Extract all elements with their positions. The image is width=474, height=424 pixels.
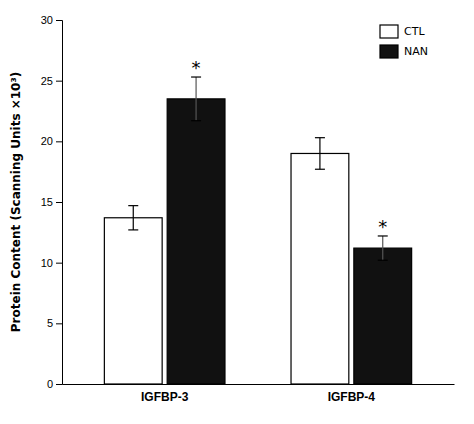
error-bar (378, 236, 388, 260)
error-bar (315, 138, 325, 170)
annotations: ** (192, 57, 388, 237)
y-tick-label: 0 (47, 378, 53, 390)
y-tick: 30 (41, 14, 62, 26)
y-tick-mark (56, 323, 62, 324)
x-tick-label: IGFBP-3 (141, 390, 189, 404)
annotation: * (378, 216, 387, 237)
legend-label: NAN (404, 45, 428, 58)
y-axis: 0 5 10 15 20 25 30 (41, 14, 63, 390)
error-cap (378, 260, 388, 261)
annotation: * (192, 57, 201, 78)
series (104, 138, 348, 384)
y-tick: 10 (41, 257, 62, 269)
chart: **051015202530IGFBP-3IGFBP-4CTLNANProtei… (0, 0, 474, 424)
plot: **051015202530IGFBP-3IGFBP-4CTLNAN (41, 14, 455, 404)
y-tick-label: 25 (41, 75, 53, 87)
error-cap (128, 205, 138, 206)
legend-label: CTL (404, 25, 425, 38)
error-line (133, 206, 134, 230)
legend-swatch (380, 45, 398, 58)
y-tick: 0 (47, 378, 62, 390)
legend-item: CTL (380, 25, 425, 38)
error-line (195, 77, 196, 121)
y-tick: 25 (41, 75, 62, 87)
error-line (382, 236, 383, 260)
series (167, 77, 411, 384)
bar (167, 99, 225, 384)
y-tick-mark (56, 20, 62, 21)
y-tick-mark (56, 141, 62, 142)
y-tick-mark (56, 384, 62, 385)
error-bar (128, 206, 138, 230)
y-tick: 15 (41, 196, 62, 208)
y-tick-mark (56, 263, 62, 264)
y-axis-line (56, 21, 63, 385)
error-cap (315, 137, 325, 138)
y-tick-label: 30 (41, 14, 53, 26)
bar (291, 153, 349, 384)
x-axis: IGFBP-3 IGFBP-4 (63, 384, 455, 404)
error-cap (128, 229, 138, 230)
y-axis-title: Protein Content (Scanning Units ×10³) (9, 72, 23, 332)
legend-swatch (380, 25, 398, 38)
x-tick: IGFBP-4 (328, 384, 376, 404)
y-tick-label: 20 (41, 135, 53, 147)
error-cap (315, 169, 325, 170)
y-tick: 5 (47, 317, 62, 329)
legend: CTL NAN (380, 25, 428, 58)
x-axis-line (63, 384, 455, 385)
y-tick-label: 10 (41, 257, 53, 269)
marks (104, 77, 411, 384)
x-tick-label: IGFBP-4 (328, 390, 376, 404)
error-cap (191, 120, 201, 121)
y-tick-mark (56, 202, 62, 203)
y-tick: 20 (41, 135, 62, 147)
x-tick: IGFBP-3 (141, 384, 189, 404)
bar (354, 248, 412, 384)
y-tick-label: 15 (41, 196, 53, 208)
bar (104, 218, 162, 384)
error-line (319, 138, 320, 170)
error-bar (191, 77, 201, 121)
y-tick-mark (56, 81, 62, 82)
legend-item: NAN (380, 45, 428, 58)
y-tick-label: 5 (47, 317, 53, 329)
